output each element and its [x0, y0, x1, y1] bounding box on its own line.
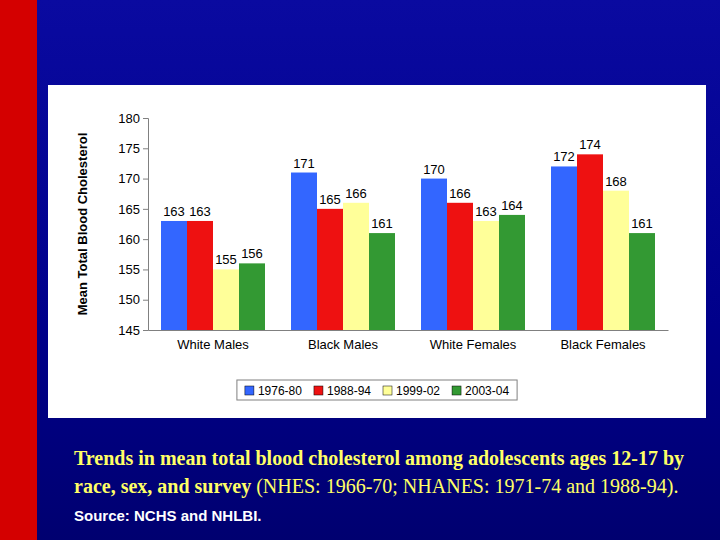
bar	[577, 154, 603, 330]
y-tick: 170	[118, 171, 148, 186]
data-label: 155	[215, 252, 237, 267]
data-label: 163	[163, 204, 185, 219]
source-note: Source: NCHS and NHLBI.	[74, 507, 262, 524]
legend: 1976-80 1988-94 1999-02 2003-04	[237, 380, 517, 400]
bar	[369, 233, 395, 330]
y-tick-mark	[143, 239, 148, 240]
legend-item: 1976-80	[245, 384, 302, 398]
y-tick-mark	[143, 330, 148, 331]
x-tick: Black Females	[560, 330, 646, 352]
data-label: 163	[189, 204, 211, 219]
legend-swatch	[245, 386, 254, 395]
bar	[629, 233, 655, 330]
bar	[161, 221, 187, 330]
data-labels: 163 171 170 172 163 165 166 174 155 166 163 168 156 1…	[163, 137, 653, 267]
data-label: 170	[423, 162, 445, 177]
y-tick-mark	[143, 300, 148, 301]
bar	[291, 173, 317, 330]
y-tick: 160	[118, 232, 148, 247]
y-tick-mark	[143, 209, 148, 210]
x-axis: White Males Black Males White Females Black…	[149, 330, 669, 352]
chart-panel: 145 150 155 160 165 170 175 180 White Males Black…	[48, 85, 706, 418]
bar	[213, 269, 239, 330]
side-stripe	[0, 0, 37, 540]
y-axis-line	[143, 119, 149, 331]
data-label: 174	[579, 137, 601, 152]
y-tick-label: 155	[118, 262, 140, 277]
y-tick-mark	[143, 118, 148, 119]
data-label: 165	[319, 192, 341, 207]
y-tick: 175	[118, 141, 148, 156]
y-tick-mark	[143, 269, 148, 270]
x-tick-label: White Females	[430, 337, 517, 352]
x-tick-label: White Males	[177, 337, 249, 352]
x-tick: White Males	[177, 330, 249, 352]
y-tick-label: 160	[118, 232, 140, 247]
data-label: 166	[449, 186, 471, 201]
x-tick-label: Black Females	[560, 337, 646, 352]
legend-swatch	[383, 386, 392, 395]
legend-box	[237, 380, 517, 400]
legend-label: 1999-02	[396, 384, 440, 398]
y-tick: 150	[118, 292, 148, 307]
bar	[187, 221, 213, 330]
data-label: 156	[241, 246, 263, 261]
y-tick-label: 150	[118, 292, 140, 307]
y-tick-mark	[143, 148, 148, 149]
legend-item: 1988-94	[314, 384, 371, 398]
bar	[343, 203, 369, 330]
bar	[499, 215, 525, 330]
bar	[447, 203, 473, 330]
data-label: 172	[553, 149, 575, 164]
y-axis-title: Mean Total Blood Cholesterol	[75, 133, 90, 316]
bar	[551, 166, 577, 330]
data-label: 168	[605, 174, 627, 189]
y-tick: 165	[118, 202, 148, 217]
x-axis-line	[149, 330, 669, 331]
bars	[161, 154, 655, 330]
caption: Trends in mean total blood cholesterol a…	[74, 444, 714, 530]
y-tick-label: 145	[118, 323, 140, 338]
y-axis: 145 150 155 160 165 170 175 180	[118, 111, 148, 338]
legend-label: 1988-94	[327, 384, 371, 398]
data-label: 163	[475, 204, 497, 219]
bar	[317, 209, 343, 330]
x-tick: White Females	[430, 330, 517, 352]
data-label: 161	[631, 216, 653, 231]
bar	[473, 221, 499, 330]
x-tick-label: Black Males	[308, 337, 379, 352]
bar	[239, 263, 265, 330]
data-label: 166	[345, 186, 367, 201]
legend-swatch	[452, 386, 461, 395]
y-tick-label: 180	[118, 111, 140, 126]
legend-item: 1999-02	[383, 384, 440, 398]
legend-swatch	[314, 386, 323, 395]
data-label: 164	[501, 198, 523, 213]
y-tick-mark	[143, 179, 148, 180]
legend-label: 1976-80	[258, 384, 302, 398]
chart-svg: 145 150 155 160 165 170 175 180 White Males Black…	[48, 85, 706, 418]
data-label: 171	[293, 156, 315, 171]
y-tick: 155	[118, 262, 148, 277]
bar	[603, 191, 629, 330]
legend-label: 2003-04	[465, 384, 509, 398]
y-tick: 145	[118, 323, 148, 338]
y-tick-label: 175	[118, 141, 140, 156]
caption-subtitle: (NHES: 1966-70; NHANES: 1971-74 and 1988…	[256, 475, 678, 497]
legend-item: 2003-04	[452, 384, 509, 398]
y-tick: 180	[118, 111, 148, 126]
data-label: 161	[371, 216, 393, 231]
y-tick-label: 170	[118, 171, 140, 186]
x-tick: Black Males	[308, 330, 379, 352]
y-tick-label: 165	[118, 202, 140, 217]
bar	[421, 179, 447, 330]
